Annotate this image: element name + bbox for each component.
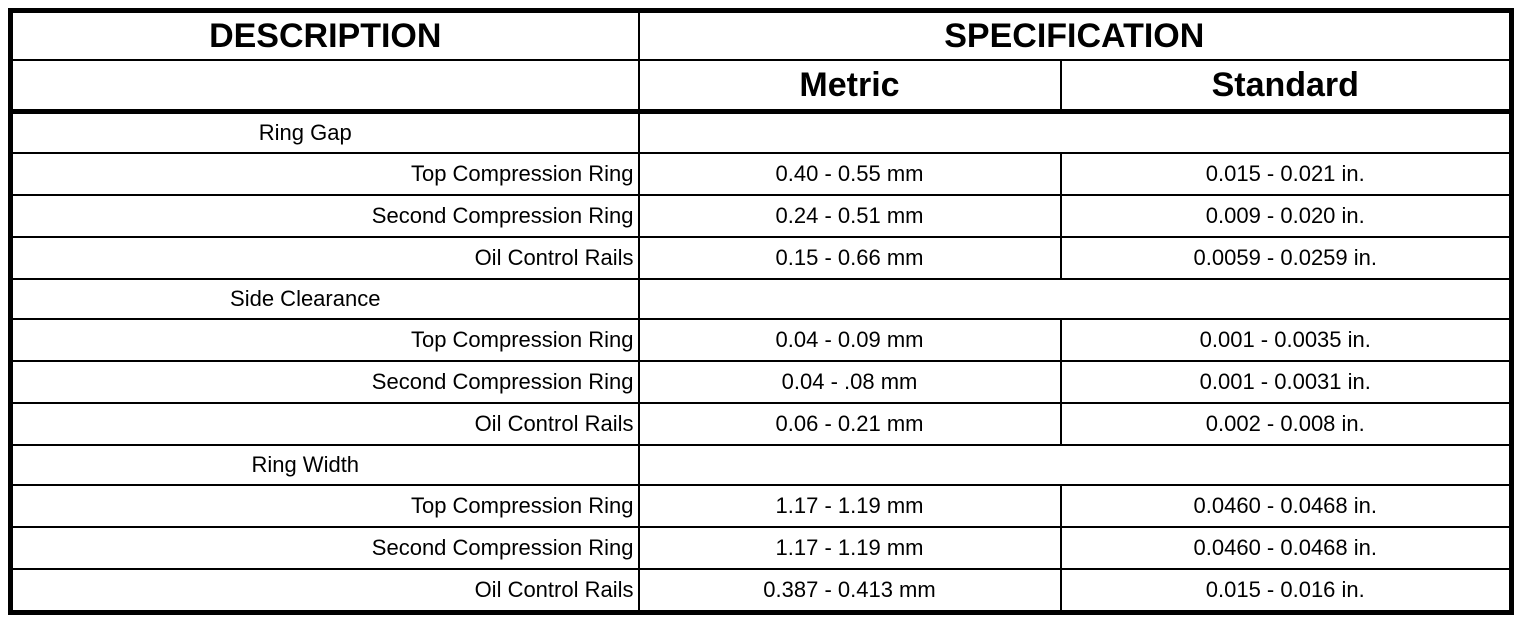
standard-value: 0.009 - 0.020 in. — [1059, 194, 1513, 238]
metric-value: 1.17 - 1.19 mm — [637, 484, 1062, 528]
section-spec-spacer — [637, 278, 1513, 320]
header-row-units: Metric Standard — [9, 59, 1513, 114]
metric-value: 0.15 - 0.66 mm — [637, 236, 1062, 280]
standard-value: 0.001 - 0.0031 in. — [1059, 360, 1513, 404]
standard-value: 0.0059 - 0.0259 in. — [1059, 236, 1513, 280]
metric-value: 0.04 - 0.09 mm — [637, 318, 1062, 362]
row-label: Second Compression Ring — [9, 194, 640, 238]
spec-row: Oil Control Rails 0.15 - 0.66 mm 0.0059 … — [9, 236, 1513, 280]
metric-header: Metric — [637, 59, 1062, 114]
section-spec-spacer — [637, 444, 1513, 486]
metric-value: 0.387 - 0.413 mm — [637, 568, 1062, 614]
standard-value: 0.0460 - 0.0468 in. — [1059, 526, 1513, 570]
section-row-ring-gap: Ring Gap — [9, 110, 1513, 154]
standard-value: 0.0460 - 0.0468 in. — [1059, 484, 1513, 528]
row-label: Second Compression Ring — [9, 360, 640, 404]
piston-ring-spec-table: DESCRIPTION SPECIFICATION Metric Standar… — [8, 8, 1515, 615]
spec-row: Second Compression Ring 0.04 - .08 mm 0.… — [9, 360, 1513, 404]
metric-value: 0.06 - 0.21 mm — [637, 402, 1062, 446]
section-title: Side Clearance — [9, 278, 640, 320]
row-label: Oil Control Rails — [9, 236, 640, 280]
row-label: Second Compression Ring — [9, 526, 640, 570]
standard-value: 0.015 - 0.016 in. — [1059, 568, 1513, 614]
specification-header: SPECIFICATION — [637, 9, 1513, 61]
standard-value: 0.015 - 0.021 in. — [1059, 152, 1513, 196]
section-spec-spacer — [637, 110, 1513, 154]
row-label: Top Compression Ring — [9, 152, 640, 196]
spec-row: Second Compression Ring 0.24 - 0.51 mm 0… — [9, 194, 1513, 238]
spec-row: Oil Control Rails 0.06 - 0.21 mm 0.002 -… — [9, 402, 1513, 446]
metric-value: 0.04 - .08 mm — [637, 360, 1062, 404]
section-row-side-clearance: Side Clearance — [9, 278, 1513, 320]
header-row-main: DESCRIPTION SPECIFICATION — [9, 9, 1513, 61]
header-spacer-cell — [9, 59, 640, 114]
standard-value: 0.002 - 0.008 in. — [1059, 402, 1513, 446]
spec-row: Top Compression Ring 0.40 - 0.55 mm 0.01… — [9, 152, 1513, 196]
row-label: Oil Control Rails — [9, 568, 640, 614]
row-label: Top Compression Ring — [9, 484, 640, 528]
description-header: DESCRIPTION — [9, 9, 640, 61]
section-title: Ring Gap — [9, 110, 640, 154]
spec-row: Second Compression Ring 1.17 - 1.19 mm 0… — [9, 526, 1513, 570]
metric-value: 0.40 - 0.55 mm — [637, 152, 1062, 196]
standard-value: 0.001 - 0.0035 in. — [1059, 318, 1513, 362]
section-row-ring-width: Ring Width — [9, 444, 1513, 486]
spec-row: Top Compression Ring 0.04 - 0.09 mm 0.00… — [9, 318, 1513, 362]
row-label: Oil Control Rails — [9, 402, 640, 446]
spec-row: Oil Control Rails 0.387 - 0.413 mm 0.015… — [9, 568, 1513, 614]
spec-row: Top Compression Ring 1.17 - 1.19 mm 0.04… — [9, 484, 1513, 528]
standard-header: Standard — [1059, 59, 1513, 114]
row-label: Top Compression Ring — [9, 318, 640, 362]
section-title: Ring Width — [9, 444, 640, 486]
metric-value: 1.17 - 1.19 mm — [637, 526, 1062, 570]
metric-value: 0.24 - 0.51 mm — [637, 194, 1062, 238]
